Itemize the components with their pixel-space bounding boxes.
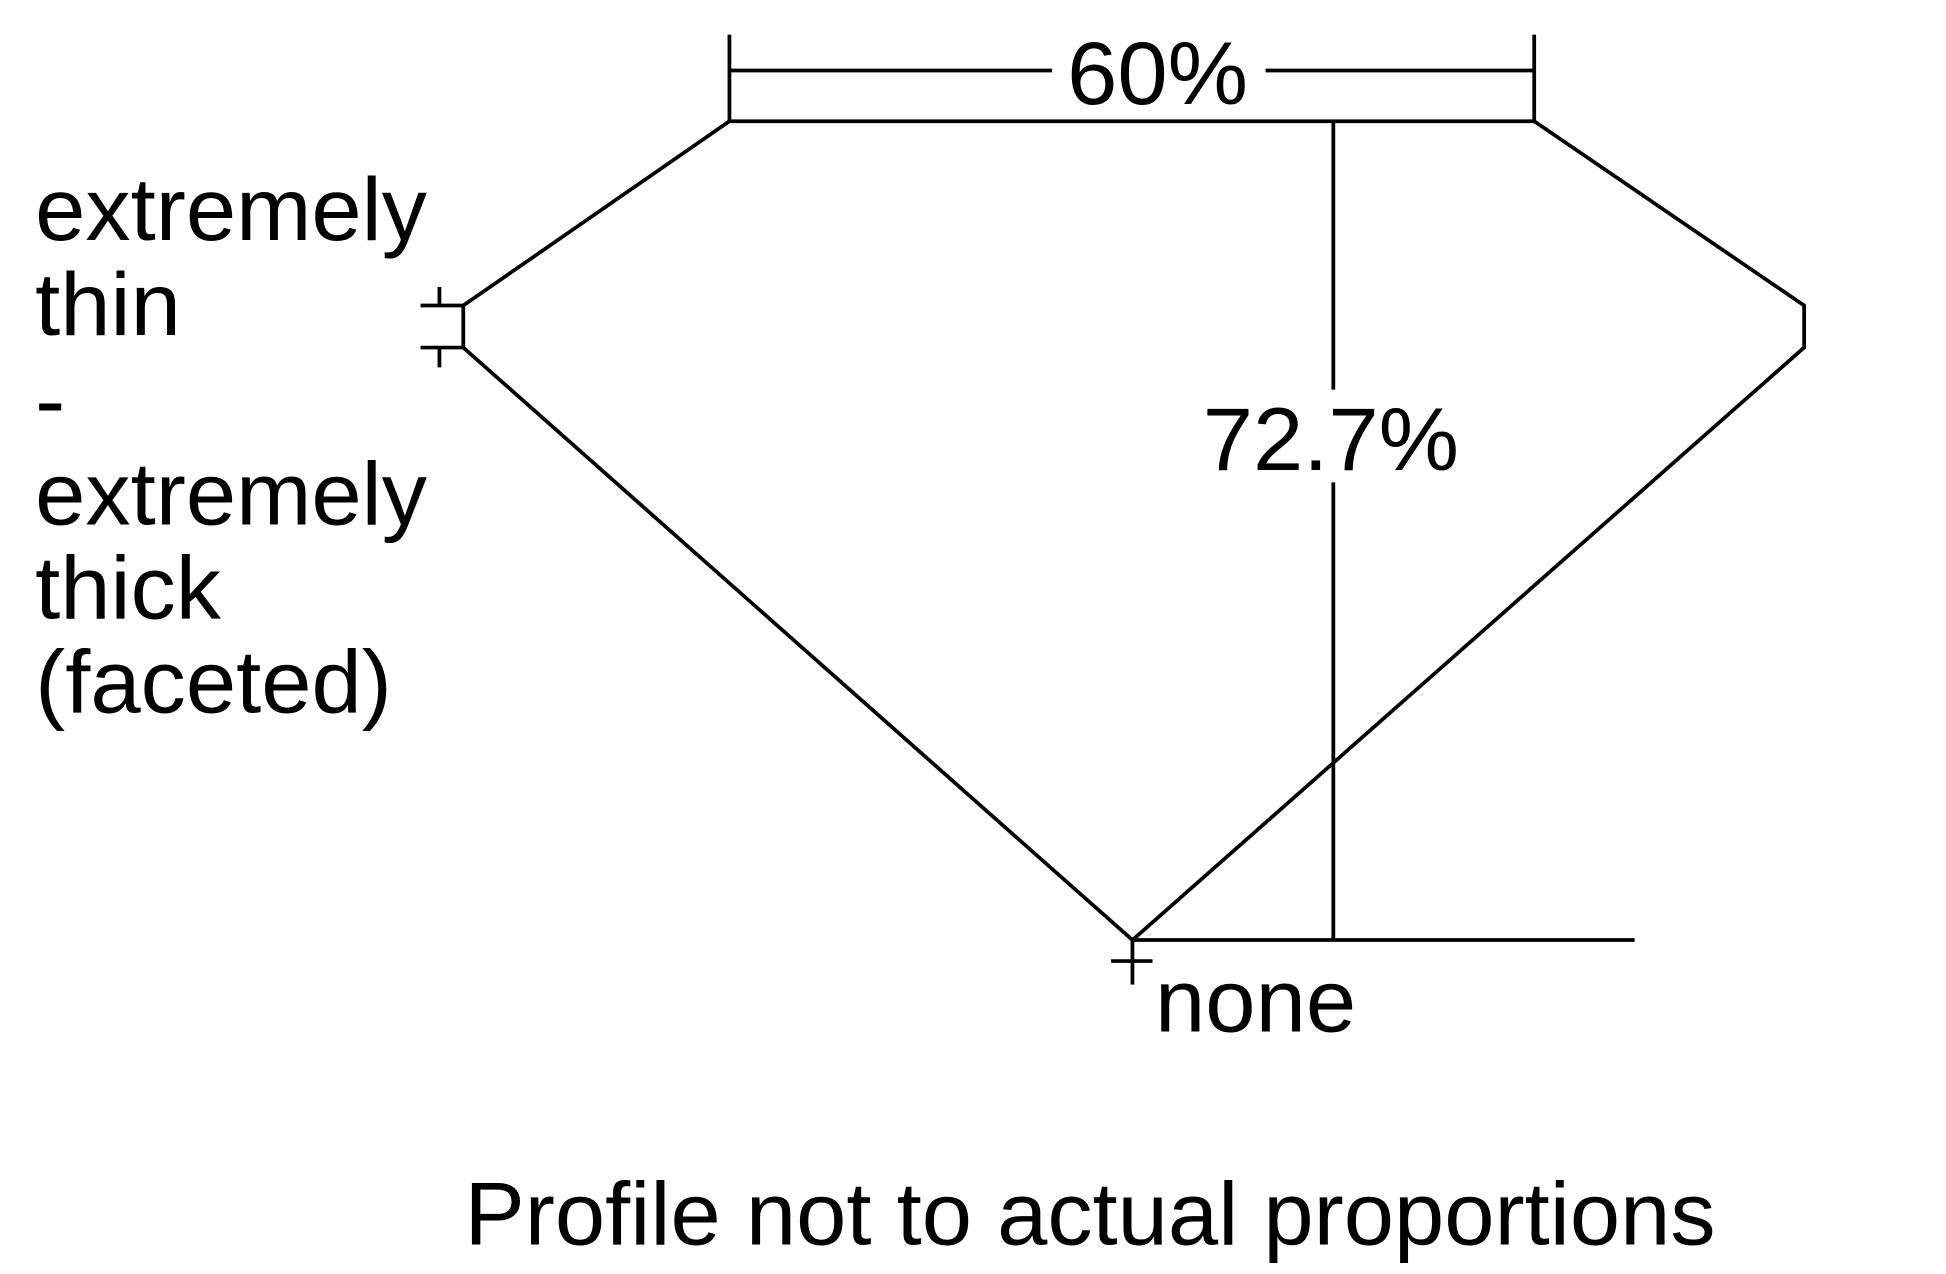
table-percent-label: 60% (1067, 24, 1248, 123)
girdle-label-line: thick (35, 539, 221, 638)
girdle-label-line: thin (35, 256, 181, 355)
caption: Profile not to actual proportions (465, 1165, 1716, 1264)
girdle-label-line: (faceted) (35, 633, 392, 732)
culet-label: none (1155, 952, 1356, 1051)
girdle-label: extremely thin - extremely thick (facete… (35, 161, 427, 733)
gem-outline (461, 119, 1807, 943)
girdle-label-line: - (35, 351, 65, 450)
depth-percent-label: 72.7% (1203, 391, 1459, 490)
girdle-label-line: extremely (35, 161, 427, 260)
girdle-label-line: extremely (35, 445, 427, 544)
